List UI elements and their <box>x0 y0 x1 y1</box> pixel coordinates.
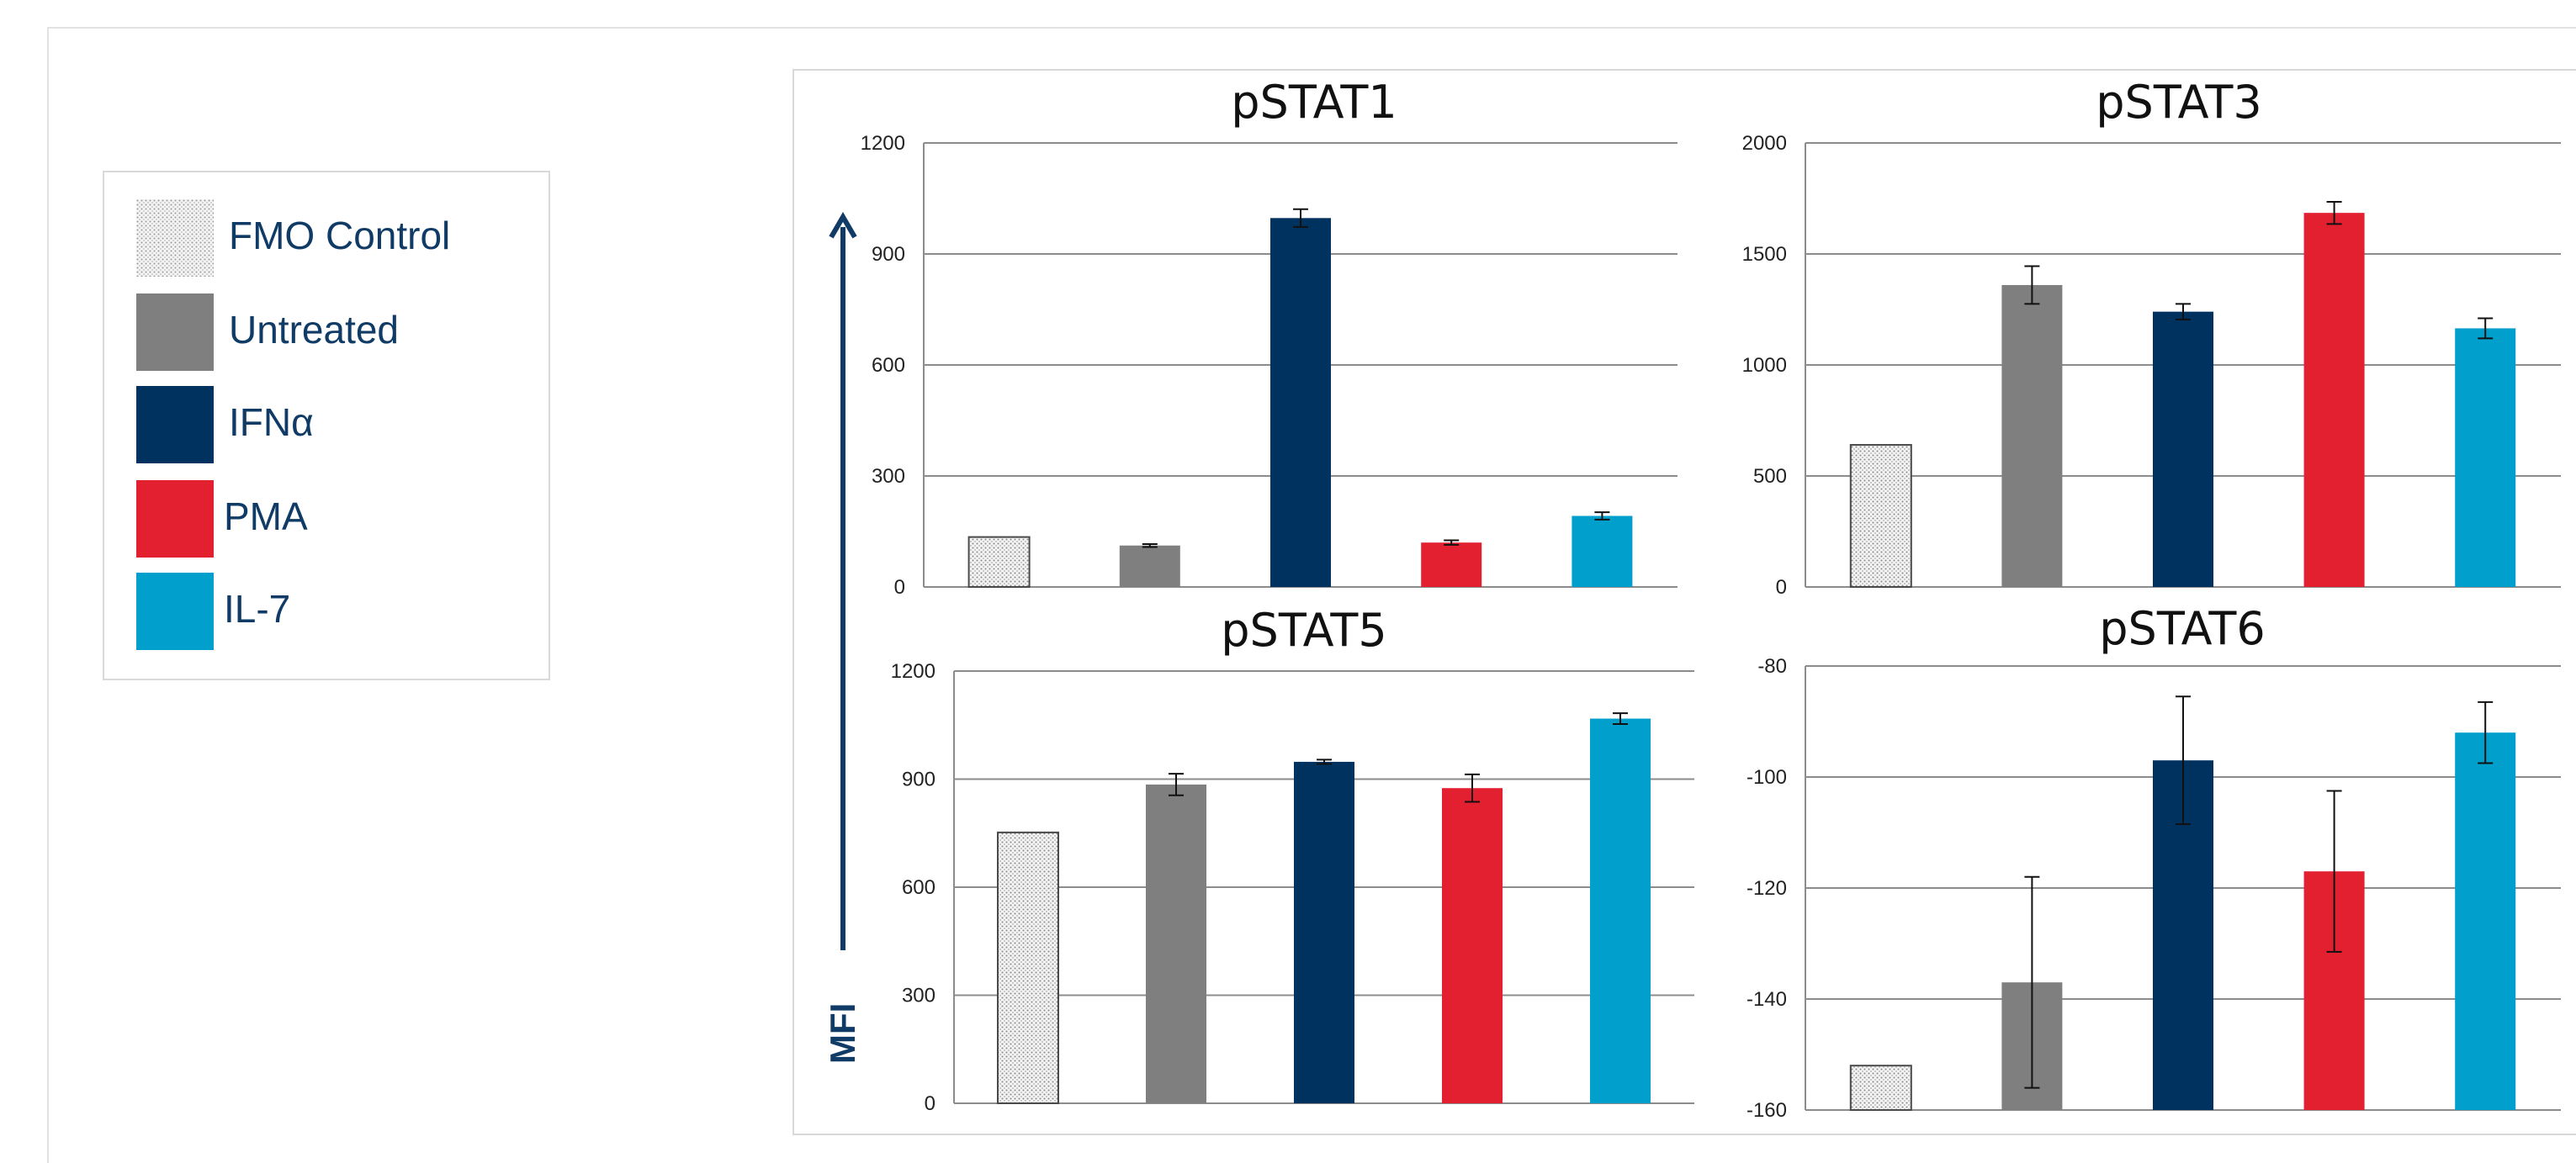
pma-swatch <box>136 480 214 558</box>
chart-pstat3: 0 500 1000 1500 2000 pSTAT3 <box>1742 76 2561 599</box>
mfi-axis: MFI <box>823 212 862 1064</box>
bar-pma <box>1442 788 1503 1103</box>
legend: FMO Control Untreated IFNα PMA IL-7 <box>103 171 550 680</box>
bar-untreated <box>1146 784 1206 1103</box>
bar-ifna <box>1294 761 1354 1103</box>
chart-pstat1: 0 300 600 900 1200 pSTAT1 <box>861 76 1678 599</box>
chart-title: pSTAT6 <box>2099 602 2265 655</box>
bar-il7 <box>1572 515 1633 587</box>
chart-pstat6: -160 -140 -120 -100 -80 pSTAT6 <box>1746 602 2561 1122</box>
y-tick-label: -100 <box>1746 766 1787 789</box>
y-tick-label: 600 <box>872 354 905 377</box>
y-tick-label: 600 <box>902 876 936 899</box>
y-tick-label: 1000 <box>1742 354 1787 377</box>
chart-title: pSTAT1 <box>1231 76 1397 129</box>
chart-panel <box>792 69 2576 1135</box>
slide-frame <box>47 27 2576 1163</box>
untreated-swatch <box>136 293 214 371</box>
bar-il7 <box>2455 328 2516 587</box>
y-tick-label: 1200 <box>861 132 905 155</box>
chart-pstat5: 0 300 600 900 1200 pSTAT5 <box>891 604 1694 1115</box>
bar-ifna <box>1270 218 1331 587</box>
legend-label-fmo-control: FMO Control <box>229 214 451 257</box>
bar-pma <box>2303 213 2365 587</box>
y-tick-label: -80 <box>1757 655 1787 678</box>
y-tick-label: 1200 <box>891 660 936 683</box>
chart-title: pSTAT3 <box>2096 76 2261 129</box>
legend-label-il7: IL-7 <box>224 587 291 631</box>
bar-il7 <box>2455 732 2516 1110</box>
y-tick-label: -140 <box>1746 988 1787 1011</box>
bar-fmo-control <box>967 536 1031 588</box>
bar-pma <box>1421 542 1482 587</box>
legend-label-pma: PMA <box>224 494 308 538</box>
y-tick-label: 2000 <box>1742 132 1787 155</box>
bar-il7 <box>1590 718 1651 1103</box>
legend-label-ifna: IFNα <box>229 400 314 444</box>
y-tick-label: 1500 <box>1742 243 1787 266</box>
y-tick-label: -160 <box>1746 1099 1787 1122</box>
y-tick-label: 500 <box>1753 465 1787 488</box>
bar-ifna <box>2153 311 2213 587</box>
y-tick-label: 300 <box>902 985 936 1007</box>
mfi-arrow-head <box>829 212 857 239</box>
y-tick-label: 0 <box>894 576 905 599</box>
bar-fmo-control <box>997 831 1059 1104</box>
ifna-swatch <box>136 386 214 463</box>
il7-swatch <box>136 573 214 650</box>
y-tick-label: 0 <box>925 1092 936 1115</box>
y-tick-label: 900 <box>872 243 905 266</box>
bar-untreated <box>1119 545 1180 587</box>
chart-title: pSTAT5 <box>1221 604 1386 657</box>
fmo-control-swatch <box>136 199 214 277</box>
bar-untreated <box>2001 284 2063 587</box>
y-tick-label: 0 <box>1776 576 1787 599</box>
y-tick-label: 900 <box>902 769 936 791</box>
mfi-label: MFI <box>823 1003 862 1064</box>
bar-fmo-control <box>1849 1065 1912 1111</box>
bar-fmo-control <box>1849 444 1912 588</box>
legend-label-untreated: Untreated <box>229 308 400 352</box>
y-tick-label: 300 <box>872 465 905 488</box>
y-tick-label: -120 <box>1746 877 1787 900</box>
